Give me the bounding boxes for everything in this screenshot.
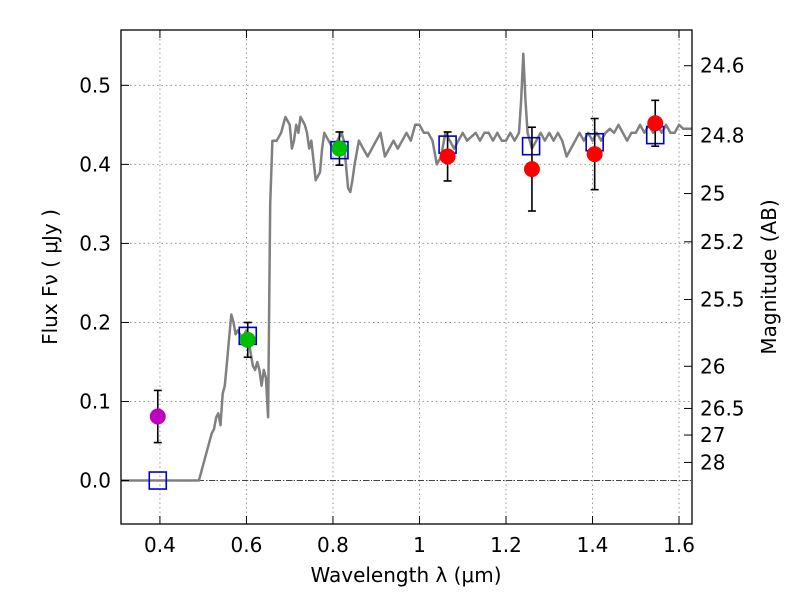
- x-tick-label: 0.6: [231, 533, 263, 557]
- y2-tick-label: 24.8: [700, 124, 745, 148]
- grid: [121, 30, 692, 524]
- axis-ticks: 0.4 0.6 0.8 1 1.2 1.4 1.6 0.0 0.1 0.2 0.3 0.4 0.5 24.…: [79, 30, 745, 557]
- x-tick-label: 0.4: [144, 533, 176, 557]
- spectrum-line: [121, 52, 692, 482]
- x-tick-label: 1.2: [490, 533, 522, 557]
- y2-tick-label: 28: [700, 450, 725, 474]
- y2-tick-label: 26.5: [700, 396, 745, 420]
- plot-frame: [120, 29, 693, 525]
- y2-tick-label: 24.6: [700, 54, 745, 78]
- y2-tick-label: 25.2: [700, 230, 745, 254]
- observed-point: [239, 331, 256, 348]
- y-axis-label: Flux Fν ( μJy ): [38, 209, 62, 345]
- observed-point: [331, 140, 348, 157]
- x-tick-label: 0.8: [317, 533, 349, 557]
- observed-point: [586, 146, 603, 163]
- x-axis-label: Wavelength λ (μm): [310, 563, 501, 587]
- y-tick-label: 0.2: [79, 310, 111, 334]
- observed-point: [439, 148, 456, 165]
- y-tick-label: 0.1: [79, 389, 111, 413]
- y2-axis-label: Magnitude (AB): [757, 199, 781, 354]
- model-spectrum: [121, 52, 692, 482]
- y2-tick-label: 25.5: [700, 287, 745, 311]
- observed-point: [647, 115, 664, 132]
- observed-point: [523, 161, 540, 178]
- observed-point: [149, 408, 166, 425]
- x-tick-label: 1: [413, 533, 426, 557]
- model-square: [521, 136, 541, 156]
- observed-photometry: [149, 99, 664, 444]
- x-tick-label: 1.6: [663, 533, 695, 557]
- y-tick-label: 0.4: [79, 152, 111, 176]
- x-tick-label: 1.4: [577, 533, 609, 557]
- y-tick-label: 0.3: [79, 231, 111, 255]
- y2-tick-label: 27: [700, 423, 725, 447]
- y2-tick-label: 25: [700, 182, 725, 206]
- y-tick-label: 0.5: [79, 73, 111, 97]
- y2-tick-label: 26: [700, 354, 725, 378]
- y-tick-label: 0.0: [79, 469, 111, 493]
- model-square: [148, 471, 168, 490]
